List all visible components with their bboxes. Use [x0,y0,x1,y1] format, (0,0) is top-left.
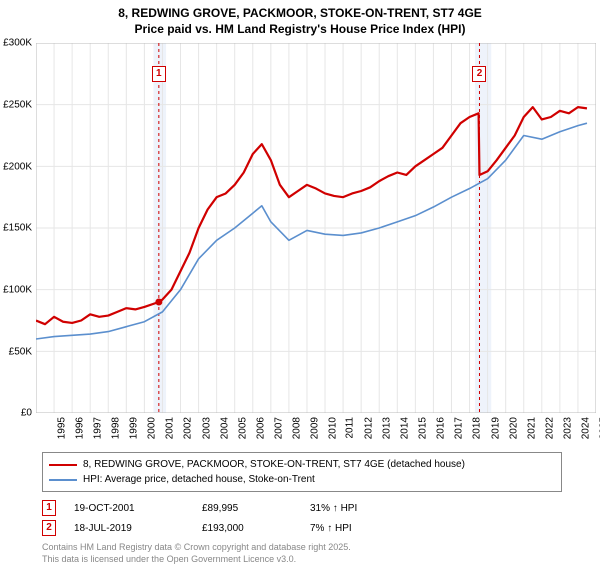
sale-date: 19-OCT-2001 [74,503,184,514]
x-axis-label: 2004 [219,417,230,439]
x-axis-label: 1996 [74,417,85,439]
legend-row-property: 8, REDWING GROVE, PACKMOOR, STOKE-ON-TRE… [49,457,555,472]
legend-box: 8, REDWING GROVE, PACKMOOR, STOKE-ON-TRE… [42,452,562,492]
y-axis-label: £0 [21,408,32,419]
y-axis-label: £250K [3,99,32,110]
x-axis-label: 2006 [255,417,266,439]
sale-row: 2 18-JUL-2019 £193,000 7% ↑ HPI [42,520,562,536]
x-axis-label: 1995 [56,417,67,439]
y-axis-label: £300K [3,38,32,49]
y-axis-label: £200K [3,161,32,172]
sale-price: £89,995 [202,503,292,514]
sale-diff: 31% ↑ HPI [310,503,390,514]
chart-area: £0£50K£100K£150K£200K£250K£300K199519961… [36,43,596,413]
title-line2: Price paid vs. HM Land Registry's House … [10,22,590,38]
legend-label-hpi: HPI: Average price, detached house, Stok… [83,472,315,487]
x-axis-label: 2018 [472,417,483,439]
x-axis-label: 2016 [436,417,447,439]
x-axis-label: 2012 [363,417,374,439]
sale-marker: 2 [42,520,56,536]
x-axis-label: 1999 [129,417,140,439]
chart-title: 8, REDWING GROVE, PACKMOOR, STOKE-ON-TRE… [0,0,600,39]
x-axis-label: 2007 [273,417,284,439]
x-axis-label: 2003 [201,417,212,439]
legend-and-footer: 8, REDWING GROVE, PACKMOOR, STOKE-ON-TRE… [42,452,562,565]
x-axis-label: 2022 [544,417,555,439]
sale-row: 1 19-OCT-2001 £89,995 31% ↑ HPI [42,500,562,516]
legend-swatch-property [49,464,77,466]
x-axis-label: 2017 [454,417,465,439]
legend-label-property: 8, REDWING GROVE, PACKMOOR, STOKE-ON-TRE… [83,457,465,472]
x-axis-label: 2009 [309,417,320,439]
sale-rows: 1 19-OCT-2001 £89,995 31% ↑ HPI 2 18-JUL-2019… [42,500,562,536]
sale-marker: 1 [42,500,56,516]
x-axis-label: 2015 [418,417,429,439]
sale-price: £193,000 [202,523,292,534]
legend-row-hpi: HPI: Average price, detached house, Stok… [49,472,555,487]
x-axis-label: 2008 [291,417,302,439]
sale-diff: 7% ↑ HPI [310,523,390,534]
x-axis-label: 2005 [237,417,248,439]
x-axis-label: 2000 [147,417,158,439]
y-axis-label: £50K [9,346,32,357]
x-axis-label: 1998 [110,417,121,439]
sale-date: 18-JUL-2019 [74,523,184,534]
credits-line1: Contains HM Land Registry data © Crown c… [42,542,562,554]
x-axis-label: 2011 [345,417,356,439]
x-axis-label: 1997 [92,417,103,439]
x-axis-label: 2019 [490,417,501,439]
chart-marker: 1 [152,66,166,82]
x-axis-label: 2024 [580,417,591,439]
y-axis-label: £100K [3,284,32,295]
chart-marker: 2 [472,66,486,82]
x-axis-label: 2001 [165,417,176,439]
x-axis-label: 2010 [327,417,338,439]
x-axis-label: 2002 [183,417,194,439]
y-axis-label: £150K [3,223,32,234]
x-axis-label: 2023 [562,417,573,439]
title-line1: 8, REDWING GROVE, PACKMOOR, STOKE-ON-TRE… [10,6,590,22]
x-axis-label: 2020 [508,417,519,439]
credits-line2: This data is licensed under the Open Gov… [42,554,562,565]
x-axis-label: 2021 [526,417,537,439]
line-chart [36,43,596,413]
credits: Contains HM Land Registry data © Crown c… [42,542,562,565]
x-axis-label: 2014 [399,417,410,439]
legend-swatch-hpi [49,479,77,481]
x-axis-label: 2013 [381,417,392,439]
